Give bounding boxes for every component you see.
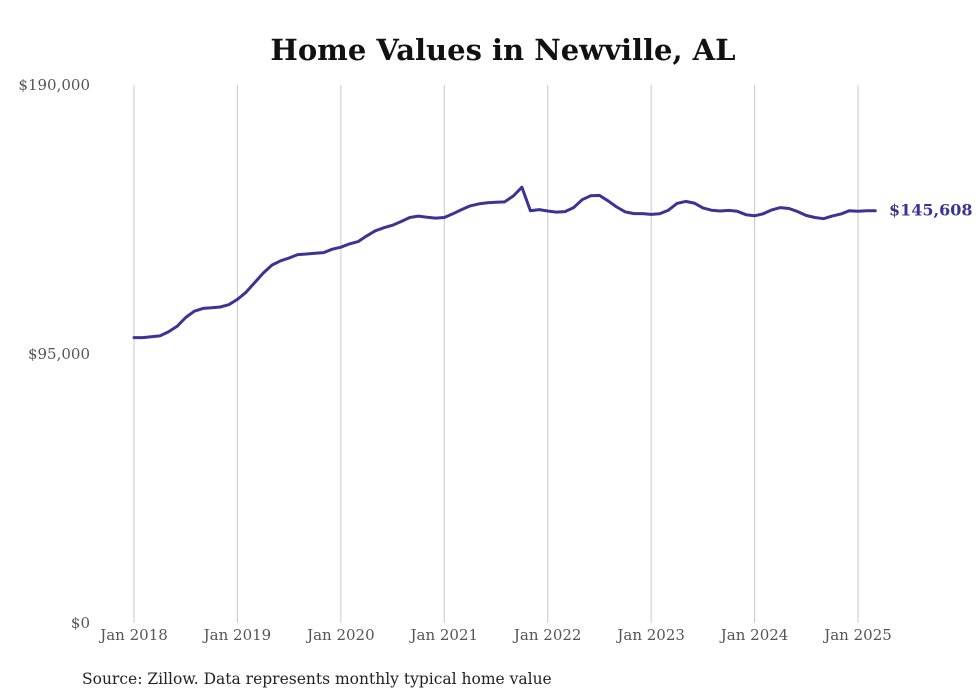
vertical-gridlines [133,85,859,623]
x-axis-tick-labels: Jan 2018 Jan 2019 Jan 2020 Jan 2021 Jan 2022… [98,626,892,644]
x-tick-label: Jan 2021 [409,626,479,644]
x-tick-label: Jan 2022 [512,626,582,644]
x-tick-label: Jan 2018 [98,626,168,644]
x-tick-label: Jan 2024 [719,626,789,644]
last-value-label: $145,608 [889,201,973,220]
x-tick-label: Jan 2025 [822,626,892,644]
y-tick-label: $190,000 [18,76,90,94]
x-tick-label: Jan 2023 [615,626,685,644]
y-axis-tick-labels: $0 $95,000 $190,000 [18,76,90,632]
y-tick-label: $0 [71,614,90,632]
chart-title: Home Values in Newville, AL [270,33,735,67]
x-tick-label: Jan 2020 [305,626,375,644]
series-line-home-value [132,185,877,340]
x-tick-label: Jan 2019 [202,626,272,644]
y-tick-label: $95,000 [28,345,90,363]
source-note: Source: Zillow. Data represents monthly … [82,670,552,688]
